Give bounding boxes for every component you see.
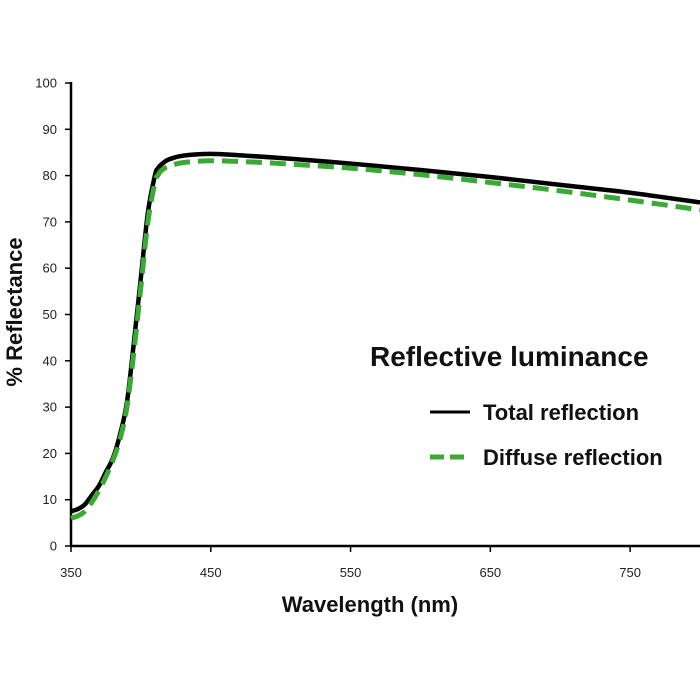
y-tick-label: 70 — [43, 214, 57, 229]
x-tick-label: 650 — [479, 565, 501, 580]
ticks-layer: 0 10 20 30 40 50 60 70 80 90 100 350 450 550 650 750 — [35, 76, 641, 581]
y-tick-label: 60 — [43, 261, 57, 276]
y-tick-label: 10 — [43, 492, 57, 507]
y-tick-label: 20 — [43, 446, 57, 461]
y-tick-label: 80 — [43, 168, 57, 183]
axes-layer — [69, 82, 700, 548]
y-tick-label: 0 — [50, 539, 57, 554]
y-tick-label: 90 — [43, 122, 57, 137]
legend: Reflective luminance Total reflection Di… — [370, 341, 663, 470]
y-tick-label: 40 — [43, 353, 57, 368]
y-tick-label: 100 — [35, 76, 57, 91]
legend-label-diffuse-reflection: Diffuse reflection — [483, 445, 663, 470]
series-line-diffuse-reflection — [70, 158, 700, 521]
x-tick-label: 350 — [60, 565, 82, 580]
x-tick-label: 550 — [340, 565, 362, 580]
y-tick-label: 50 — [43, 307, 57, 322]
x-tick-label: 750 — [619, 565, 641, 580]
legend-title: Reflective luminance — [370, 341, 649, 372]
series-layer — [70, 151, 700, 521]
y-tick-label: 30 — [43, 400, 57, 415]
x-axis-title: Wavelength (nm) — [282, 592, 458, 617]
y-axis-title: % Reflectance — [2, 237, 27, 386]
legend-label-total-reflection: Total reflection — [483, 400, 639, 425]
x-tick-label: 450 — [200, 565, 222, 580]
